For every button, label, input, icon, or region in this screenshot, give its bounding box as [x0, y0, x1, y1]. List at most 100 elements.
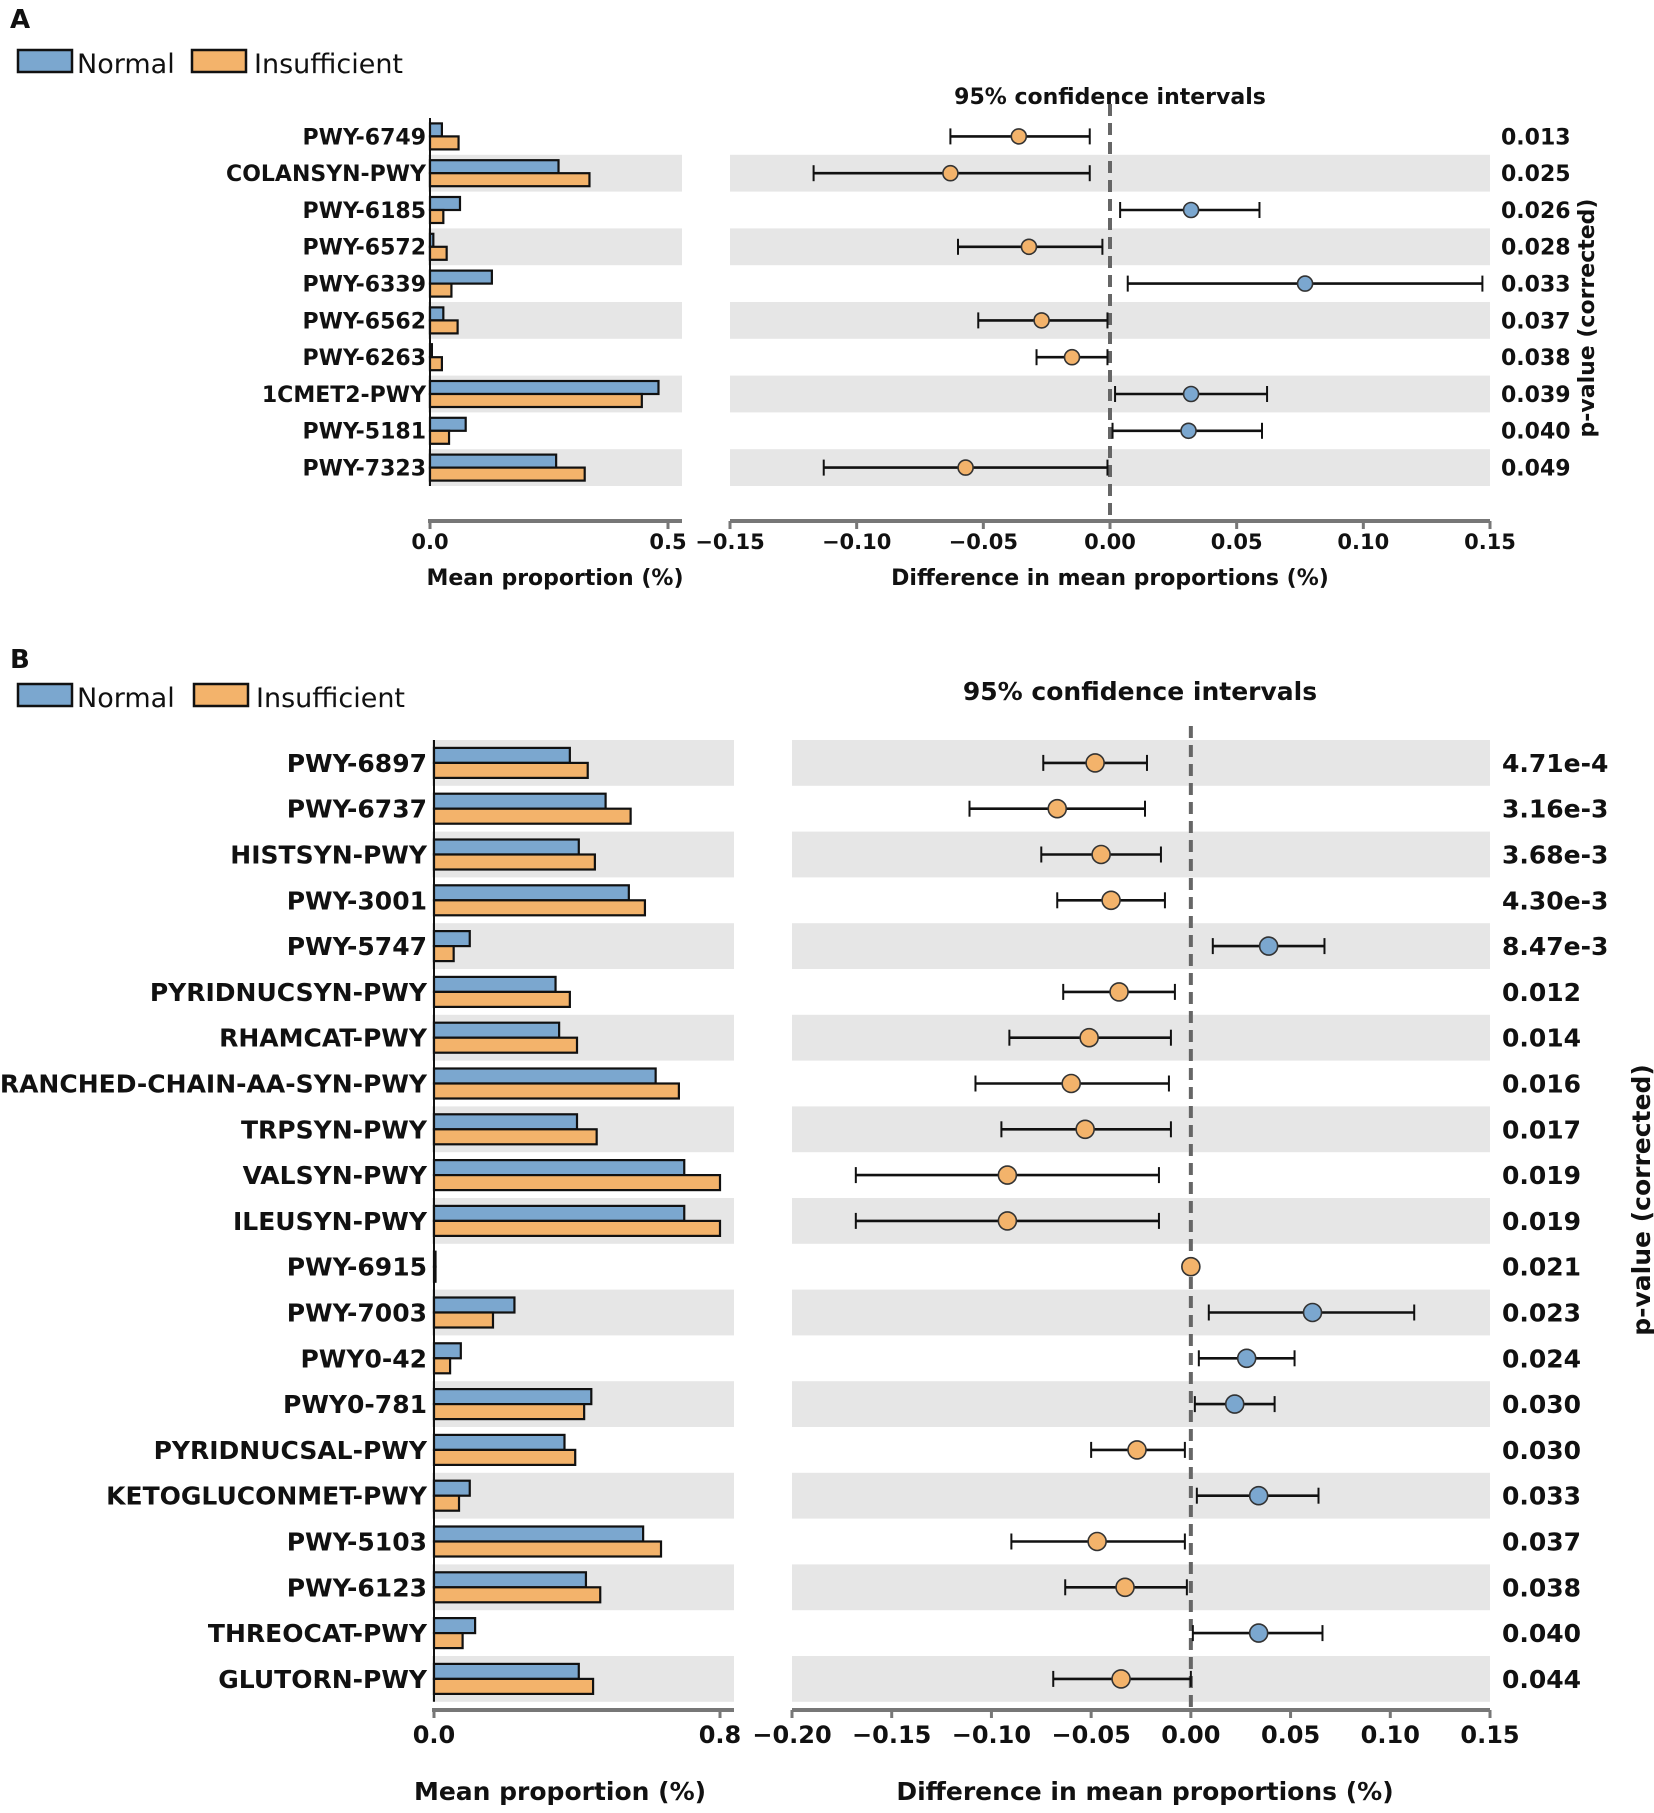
bar-normal [432, 1158, 686, 1177]
ci-mean-point [1101, 890, 1121, 911]
category-label: PWY-6749 [303, 125, 426, 150]
ci-x-tick-label: 0.15 [1460, 1721, 1519, 1749]
ci-mean-point [1109, 982, 1129, 1002]
ci-mean-point [1182, 385, 1200, 403]
bar-insufficient [428, 429, 451, 445]
ci-x-tick-label: −0.10 [952, 1721, 1031, 1749]
p-value-label: 0.025 [1501, 162, 1571, 187]
ci-mean-point [1224, 1394, 1245, 1414]
category-label: PWY-6915 [287, 1253, 427, 1282]
ci-mean-point [1180, 422, 1197, 440]
p-value-label: 0.039 [1501, 383, 1571, 408]
p-value-label: 0.014 [1502, 1024, 1581, 1053]
bar-normal [432, 1067, 657, 1085]
category-label: PWY-6263 [303, 346, 426, 371]
category-label: PWY-6737 [287, 795, 427, 824]
p-value-label: 3.16e-3 [1502, 795, 1608, 824]
category-label: PWY-6339 [303, 273, 426, 298]
p-value-label: 0.038 [1501, 346, 1571, 371]
bar-normal [428, 343, 434, 359]
panel-b: B Normal Insufficient 95% confidence int… [10, 645, 1654, 1806]
p-value-label: 0.040 [1501, 420, 1571, 445]
category-label: BRANCHED-CHAIN-AA-SYN-PWY [0, 1070, 428, 1099]
bar-normal [428, 453, 558, 469]
p-value-label: 0.033 [1502, 1482, 1581, 1511]
bar-insufficient [432, 1448, 577, 1467]
bar-normal [432, 884, 630, 902]
bar-normal [432, 1525, 645, 1543]
bar-insufficient [428, 356, 443, 372]
ci-mean-point [1181, 1256, 1201, 1277]
category-label: RHAMCAT-PWY [219, 1024, 428, 1053]
category-label: PWY-5103 [287, 1528, 427, 1557]
row-stripe-bar [428, 228, 682, 266]
bar-insufficient [432, 1311, 495, 1329]
bar-normal [432, 1113, 579, 1131]
category-label: PWY0-42 [300, 1344, 427, 1373]
ci-mean-point [1075, 1119, 1095, 1140]
bar-insufficient [432, 1173, 722, 1192]
category-label: ILEUSYN-PWY [233, 1207, 428, 1236]
ci-mean-point [1258, 936, 1279, 956]
p-value-label: 0.033 [1501, 273, 1571, 298]
category-label: THREOCAT-PWY [208, 1619, 428, 1648]
category-label: PWY-7003 [287, 1299, 427, 1328]
panel-b-plot: 0.0 0.8 −0.20 −0.15 −0.10 −0.05 0.00 0.05 0.10 0.… [0, 726, 1608, 1749]
bar-insufficient [428, 172, 591, 188]
row-stripe-ci [792, 1381, 1490, 1427]
bar-normal [432, 1479, 471, 1497]
ci-mean-point [1061, 1073, 1081, 1094]
category-label: PWY-7323 [303, 457, 426, 482]
bar-x-tick-label: 0.5 [649, 530, 686, 554]
pval-axis-label-b: p-value (corrected) [1627, 1064, 1654, 1336]
legend-label-normal: Normal [77, 683, 175, 714]
bar-x-tick-label: 0.0 [411, 530, 448, 554]
p-value-label: 0.026 [1501, 199, 1571, 224]
category-label: PYRIDNUCSYN-PWY [150, 978, 428, 1007]
ci-x-tick-label: −0.20 [752, 1721, 831, 1749]
p-value-label: 0.017 [1502, 1115, 1581, 1144]
bar-insufficient [432, 944, 455, 963]
bar-normal [432, 1616, 477, 1635]
category-label: KETOGLUCONMET-PWY [106, 1482, 428, 1511]
ci-x-tick-label: 0.05 [1261, 1721, 1320, 1749]
category-label: COLANSYN-PWY [226, 162, 427, 187]
bar-normal [432, 1342, 462, 1360]
legend-b: Normal Insufficient [16, 682, 405, 714]
ci-mean-point [1302, 1302, 1323, 1323]
p-value-label: 0.037 [1502, 1528, 1581, 1557]
p-value-label: 0.037 [1501, 309, 1571, 334]
ci-mean-point [1111, 1669, 1131, 1689]
ci-mean-point [1085, 753, 1105, 773]
bar-insufficient [432, 899, 647, 917]
p-value-label: 4.71e-4 [1502, 749, 1608, 778]
bar-insufficient [428, 466, 586, 482]
ci-mean-point [1296, 275, 1314, 292]
ci-x-tick-label: 0.10 [1361, 1721, 1420, 1749]
bar-normal [432, 975, 557, 994]
category-label: PWY-3001 [287, 886, 427, 915]
bar-normal [428, 195, 462, 212]
ci-x-tick-label: 0.00 [1161, 1721, 1220, 1749]
ci-mean-point [1248, 1623, 1269, 1643]
p-value-label: 0.016 [1502, 1070, 1581, 1099]
row-stripe-ci [792, 923, 1490, 969]
ci-mean-point [1063, 348, 1081, 366]
legend-swatch-insufficient [192, 682, 250, 708]
bar-insufficient [428, 392, 643, 409]
ci-x-tick-label: −0.10 [822, 530, 891, 554]
bar-insufficient [428, 208, 445, 225]
category-label: PWY0-781 [283, 1390, 427, 1419]
bar-normal [428, 232, 435, 248]
row-stripe-bar [428, 302, 682, 339]
ci-x-tick-label: −0.15 [695, 530, 764, 554]
ci-mean-point [1248, 1485, 1269, 1506]
category-label: PWY-6185 [303, 199, 426, 224]
bar-normal [432, 929, 471, 948]
category-label: PWY-6897 [287, 749, 427, 778]
ci-x-tick-label: −0.05 [1051, 1721, 1130, 1749]
ci-xlabel-b: Difference in mean proportions (%) [896, 1777, 1393, 1806]
bar-insufficient [432, 990, 571, 1009]
bar-insufficient [428, 319, 459, 335]
